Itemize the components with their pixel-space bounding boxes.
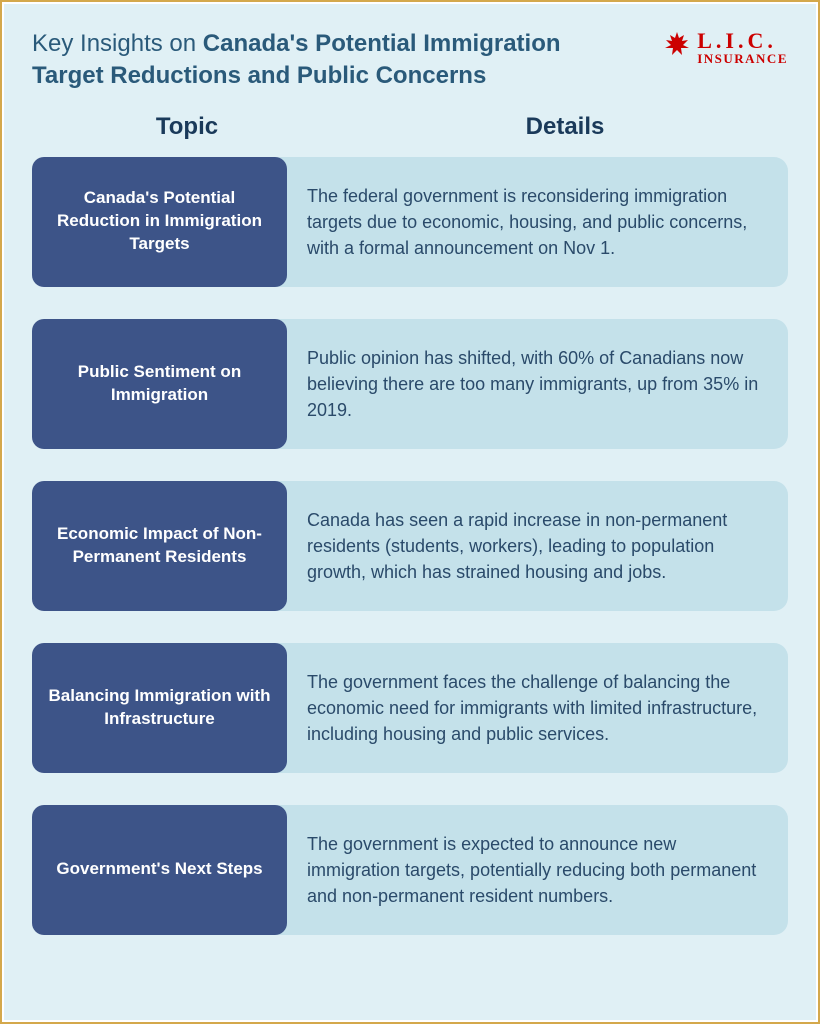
table-row: Government's Next Steps The government i… xyxy=(32,805,788,935)
details-box: The government faces the challenge of ba… xyxy=(247,643,788,773)
maple-leaf-icon xyxy=(663,30,691,58)
topic-box: Government's Next Steps xyxy=(32,805,287,935)
logo: L.I.C. INSURANCE xyxy=(663,30,788,65)
header: Key Insights on Canada's Potential Immig… xyxy=(32,28,788,93)
topic-box: Public Sentiment on Immigration xyxy=(32,319,287,449)
table-row: Public Sentiment on Immigration Public o… xyxy=(32,319,788,449)
table-row: Economic Impact of Non-Permanent Residen… xyxy=(32,481,788,611)
details-box: Public opinion has shifted, with 60% of … xyxy=(247,319,788,449)
topic-box: Balancing Immigration with Infrastructur… xyxy=(32,643,287,773)
rows-container: Canada's Potential Reduction in Immigrat… xyxy=(32,157,788,935)
table-row: Canada's Potential Reduction in Immigrat… xyxy=(32,157,788,287)
topic-box: Economic Impact of Non-Permanent Residen… xyxy=(32,481,287,611)
outer-frame: Key Insights on Canada's Potential Immig… xyxy=(0,0,820,1024)
details-box: The federal government is reconsidering … xyxy=(247,157,788,287)
title-light: Key Insights on xyxy=(32,30,203,57)
details-column-header: Details xyxy=(312,113,758,141)
details-box: The government is expected to announce n… xyxy=(247,805,788,935)
topic-box: Canada's Potential Reduction in Immigrat… xyxy=(32,157,287,287)
logo-line1: L.I.C. xyxy=(697,30,788,52)
logo-text: L.I.C. INSURANCE xyxy=(697,30,788,65)
table-row: Balancing Immigration with Infrastructur… xyxy=(32,643,788,773)
details-box: Canada has seen a rapid increase in non-… xyxy=(247,481,788,611)
column-headers: Topic Details xyxy=(32,113,788,141)
page-title: Key Insights on Canada's Potential Immig… xyxy=(32,28,592,93)
inner-container: Key Insights on Canada's Potential Immig… xyxy=(4,4,816,1020)
logo-line2: INSURANCE xyxy=(697,52,788,65)
topic-column-header: Topic xyxy=(62,113,312,141)
